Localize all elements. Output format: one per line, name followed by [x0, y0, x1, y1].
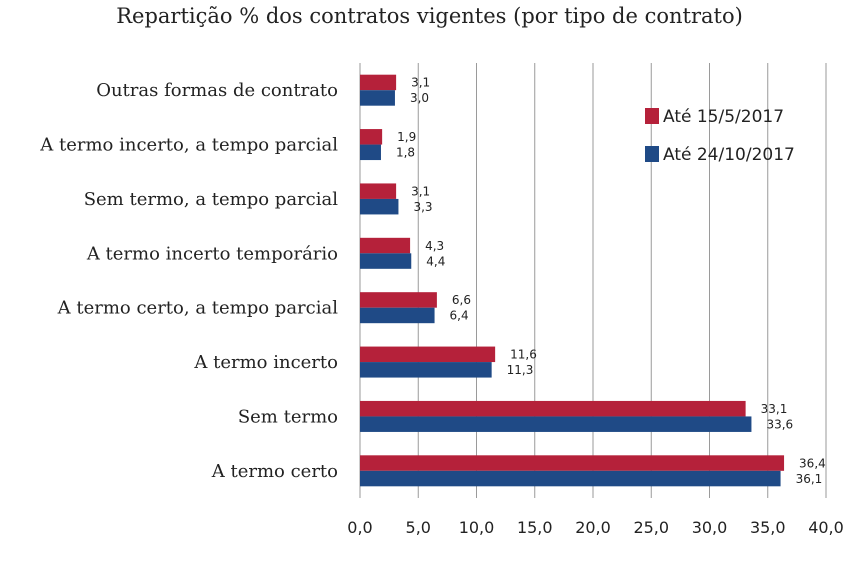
x-tick-label: 10,0 [459, 518, 495, 537]
category-label: A termo incerto temporário [86, 243, 338, 264]
legend-swatch [645, 108, 659, 124]
bar [360, 237, 411, 254]
x-tick-label: 15,0 [517, 518, 553, 537]
category-label: Outras formas de contrato [96, 80, 338, 101]
bars [360, 74, 785, 487]
data-label: 4,3 [425, 239, 444, 253]
bar [360, 74, 397, 91]
category-label: Sem termo, a tempo parcial [84, 189, 339, 210]
data-label: 11,6 [510, 348, 537, 362]
x-tick-label: 35,0 [750, 518, 786, 537]
data-label: 36,1 [796, 472, 823, 486]
bar [360, 455, 785, 471]
bar [360, 346, 496, 363]
bar [360, 129, 383, 145]
bar [360, 307, 435, 324]
bar [360, 470, 781, 487]
data-label: 11,3 [507, 363, 534, 377]
data-label: 4,4 [426, 254, 445, 268]
bar [360, 253, 412, 269]
data-label: 6,6 [452, 293, 471, 307]
x-tick-label: 25,0 [633, 518, 669, 537]
category-label: A termo incerto, a tempo parcial [39, 135, 338, 156]
category-label: A termo incerto [193, 352, 338, 373]
bar [360, 362, 492, 378]
legend-swatch [645, 146, 659, 162]
data-label: 1,8 [396, 146, 415, 160]
legend: Até 15/5/2017 Até 24/10/2017 [645, 107, 795, 165]
bar [360, 144, 381, 161]
bar [360, 183, 397, 199]
category-label: A termo certo [211, 461, 338, 482]
grid-lines [359, 63, 827, 498]
x-tick-label: 5,0 [406, 518, 431, 537]
category-labels: Outras formas de contrato A termo incerto… [39, 80, 338, 482]
data-labels: 3,13,01,91,83,13,34,34,46,66,411,611,333… [396, 76, 826, 486]
category-label: A termo certo, a tempo parcial [57, 298, 339, 319]
bar [360, 292, 437, 308]
legend-label: Até 15/5/2017 [663, 107, 784, 127]
x-tick-label: 40,0 [808, 518, 844, 537]
chart-title: Repartição % dos contratos vigentes (por… [116, 4, 743, 28]
x-axis-ticks: 0,0 5,0 10,0 15,0 20,0 25,0 30,0 35,0 40,0 [347, 518, 844, 537]
data-label: 36,4 [799, 456, 826, 470]
bar [360, 416, 752, 432]
bar [360, 90, 395, 106]
data-label: 3,1 [411, 184, 430, 198]
data-label: 6,4 [450, 309, 469, 323]
data-label: 3,3 [413, 200, 432, 214]
bar [360, 198, 399, 215]
category-label: Sem termo [238, 406, 338, 427]
data-label: 33,6 [766, 417, 793, 431]
x-tick-label: 0,0 [347, 518, 372, 537]
x-tick-label: 30,0 [692, 518, 728, 537]
data-label: 3,0 [410, 91, 429, 105]
legend-label: Até 24/10/2017 [663, 145, 795, 165]
x-tick-label: 20,0 [575, 518, 611, 537]
data-label: 3,1 [411, 76, 430, 90]
data-label: 1,9 [397, 130, 416, 144]
bar [360, 400, 746, 417]
data-label: 33,1 [761, 402, 788, 416]
